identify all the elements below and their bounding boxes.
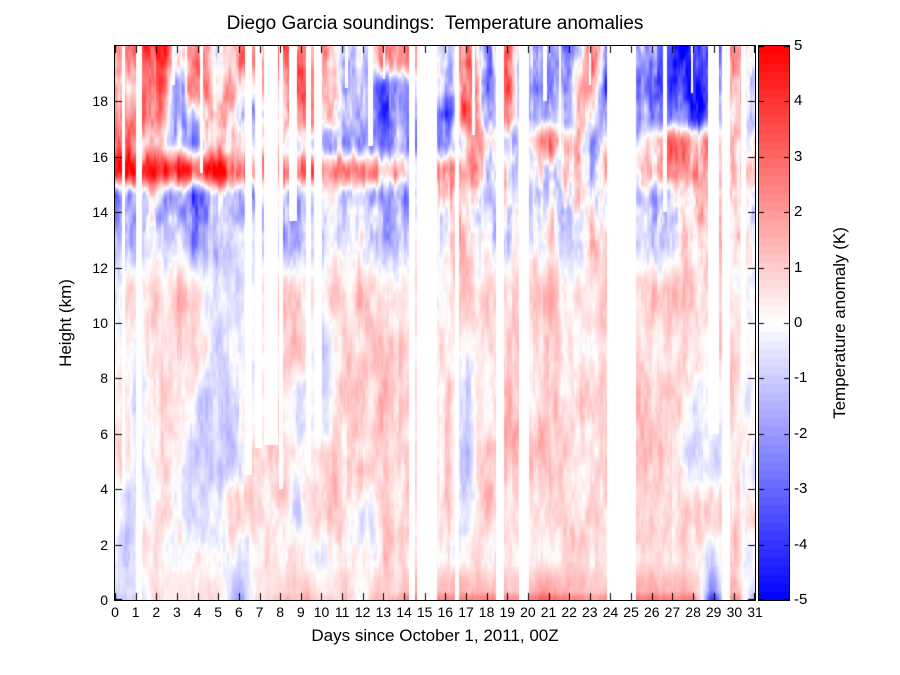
x-tick-label: 26	[644, 604, 660, 620]
plot-area	[114, 45, 756, 601]
x-tick-label: 22	[561, 604, 577, 620]
y-tick-label: 12	[92, 259, 108, 276]
x-tick-label: 2	[152, 604, 161, 620]
chart-title: Diego Garcia soundings: Temperature anom…	[226, 13, 644, 34]
heatmap-canvas	[115, 46, 755, 600]
colorbar-tick-label: -5	[794, 591, 808, 608]
colorbar-tick-label: 2	[794, 203, 803, 221]
x-tick-label: 30	[726, 604, 743, 620]
x-tick-label: 7	[255, 604, 264, 620]
colorbar-canvas	[759, 46, 789, 600]
x-tick-label: 3	[172, 604, 181, 620]
colorbar-tick-label: 0	[794, 314, 803, 331]
colorbar-tick-label: -3	[794, 480, 808, 498]
y-axis-tick-labels: 0 2 4 6 8 10 12 14 16 18	[74, 46, 108, 608]
x-tick-label: 27	[664, 604, 681, 620]
colorbar-tick-label: 4	[794, 92, 803, 110]
x-tick-label: 10	[313, 604, 330, 620]
colorbar	[758, 45, 790, 601]
x-axis-tick-labels: 0 1 2 3 4 5 6 7 8 9 10 11 12 13 14 15 16 17 18 19 20 21 22 23 24…	[111, 604, 763, 620]
colorbar-tick-labels: 5 4 3 2 1 0 -1 -2 -3 -4 -5	[794, 38, 830, 608]
x-tick-label: 1	[131, 604, 140, 620]
x-tick-label: 9	[296, 604, 305, 620]
x-tick-label: 18	[478, 604, 495, 620]
x-tick-label: 24	[602, 604, 619, 620]
x-tick-label: 31	[747, 604, 763, 620]
x-tick-label: 6	[234, 604, 243, 620]
x-tick-label: 16	[437, 604, 454, 620]
x-tick-label: 21	[540, 604, 557, 620]
x-tick-label: 13	[375, 604, 392, 620]
x-tick-label: 5	[214, 604, 223, 620]
y-tick-label: 2	[100, 536, 108, 553]
x-tick-label: 15	[416, 604, 433, 620]
x-axis-label: Days since October 1, 2011, 00Z	[311, 626, 559, 645]
x-tick-label: 20	[520, 604, 536, 620]
x-tick-label: 25	[623, 604, 639, 620]
y-tick-label: 16	[92, 148, 108, 165]
colorbar-tick-label: 1	[794, 258, 803, 276]
x-tick-label: 19	[499, 604, 516, 620]
x-tick-label: 23	[582, 604, 598, 620]
x-tick-label: 17	[458, 604, 474, 620]
y-tick-label: 8	[100, 370, 108, 387]
y-tick-label: 10	[92, 315, 108, 331]
y-tick-label: 14	[92, 204, 108, 221]
colorbar-tick-label: 5	[794, 37, 803, 54]
y-tick-label: 18	[92, 93, 108, 110]
colorbar-label: Temperature anomaly (K)	[830, 227, 849, 419]
x-tick-label: 8	[276, 604, 285, 620]
x-tick-label: 29	[705, 604, 722, 620]
y-tick-label: 6	[100, 425, 108, 442]
y-axis-label: Height (km)	[56, 279, 75, 367]
x-tick-label: 14	[396, 604, 412, 620]
x-tick-label: 4	[193, 604, 202, 620]
x-tick-label: 11	[334, 604, 350, 620]
colorbar-tick-label: -1	[794, 369, 808, 387]
colorbar-tick-label: -4	[794, 535, 808, 553]
y-tick-label: 4	[100, 481, 108, 498]
y-tick-label: 0	[100, 592, 108, 608]
x-tick-label: 28	[685, 604, 701, 620]
colorbar-tick-label: -2	[794, 424, 808, 442]
x-tick-label: 12	[354, 604, 371, 620]
x-tick-label: 0	[111, 604, 119, 620]
colorbar-tick-label: 3	[794, 147, 803, 165]
